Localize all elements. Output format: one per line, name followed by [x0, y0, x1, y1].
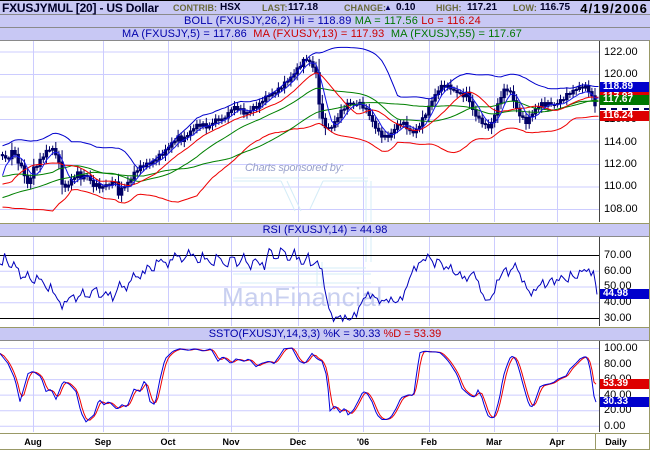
- svg-text:Charts sponsored by:: Charts sponsored by:: [245, 162, 344, 174]
- svg-text:ManFinancial: ManFinancial: [222, 282, 383, 312]
